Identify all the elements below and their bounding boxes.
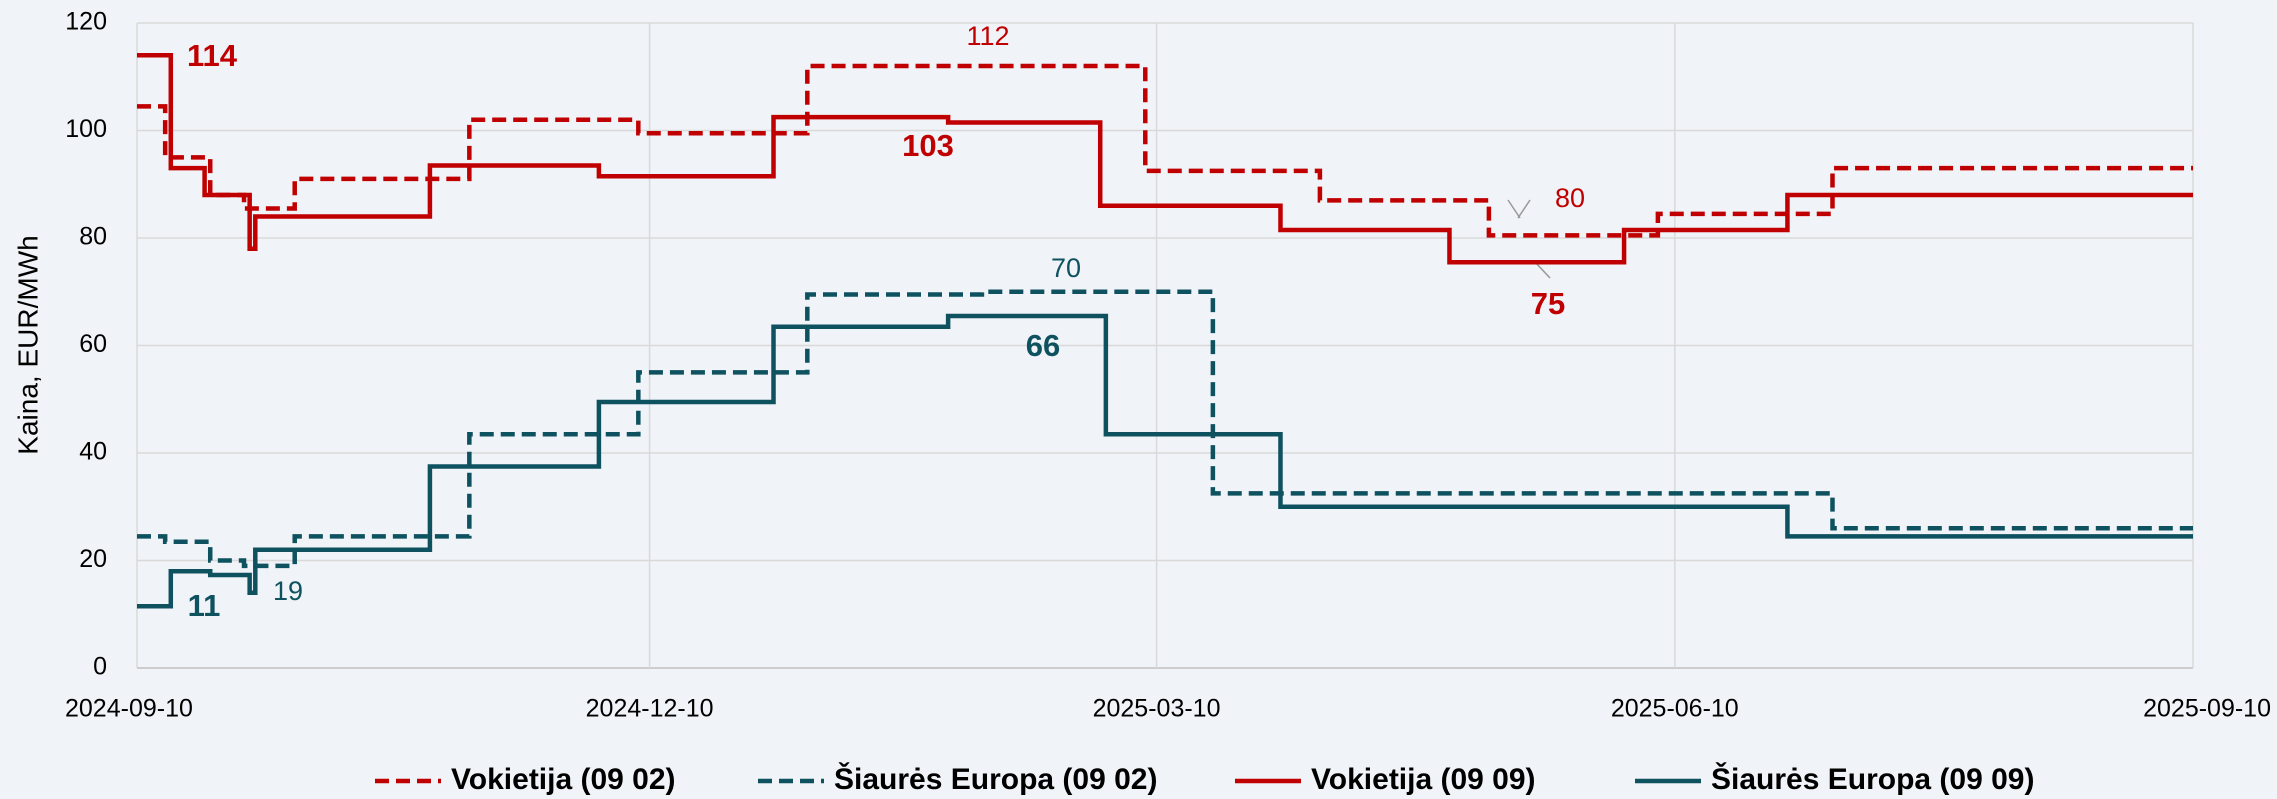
legend-label: Šiaurės Europa (09 09) (1711, 762, 2034, 796)
series-line (137, 289, 2193, 569)
annotation: 103 (902, 128, 954, 163)
x-tick-label: 2025-06-10 (1611, 695, 1739, 723)
x-tick-label: 2025-03-10 (1093, 695, 1221, 723)
leader-line (1517, 199, 1531, 219)
y-tick-label: 0 (93, 653, 107, 681)
annotation: 112 (966, 21, 1009, 51)
series-line (137, 53, 2193, 265)
annotation: 66 (1026, 328, 1060, 363)
y-tick-label: 20 (79, 545, 107, 573)
x-tick-label: 2024-09-10 (65, 695, 193, 723)
leader-line (1534, 261, 1551, 279)
annotation: 80 (1555, 183, 1585, 213)
y-axis-label: Kaina, EUR/MWh (12, 235, 43, 454)
annotation: 70 (1051, 253, 1081, 283)
annotation: 19 (273, 576, 303, 606)
annotation: 11 (188, 588, 221, 623)
y-tick-label: 60 (79, 330, 107, 358)
y-tick-label: 100 (65, 115, 107, 143)
series-line (137, 313, 2193, 609)
x-tick-label: 2025-09-10 (2143, 695, 2271, 723)
y-tick-label: 80 (79, 223, 107, 251)
x-tick-label: 2024-12-10 (586, 695, 714, 723)
leader-line (1507, 199, 1521, 219)
legend-label: Šiaurės Europa (09 02) (834, 762, 1157, 796)
annotation: 114 (187, 38, 238, 73)
legend-label: Vokietija (09 02) (451, 763, 676, 796)
legend-label: Vokietija (09 09) (1311, 763, 1536, 796)
annotation: 75 (1531, 286, 1565, 321)
y-tick-label: 40 (79, 438, 107, 466)
y-tick-label: 120 (65, 8, 107, 36)
series-line (137, 63, 2193, 238)
